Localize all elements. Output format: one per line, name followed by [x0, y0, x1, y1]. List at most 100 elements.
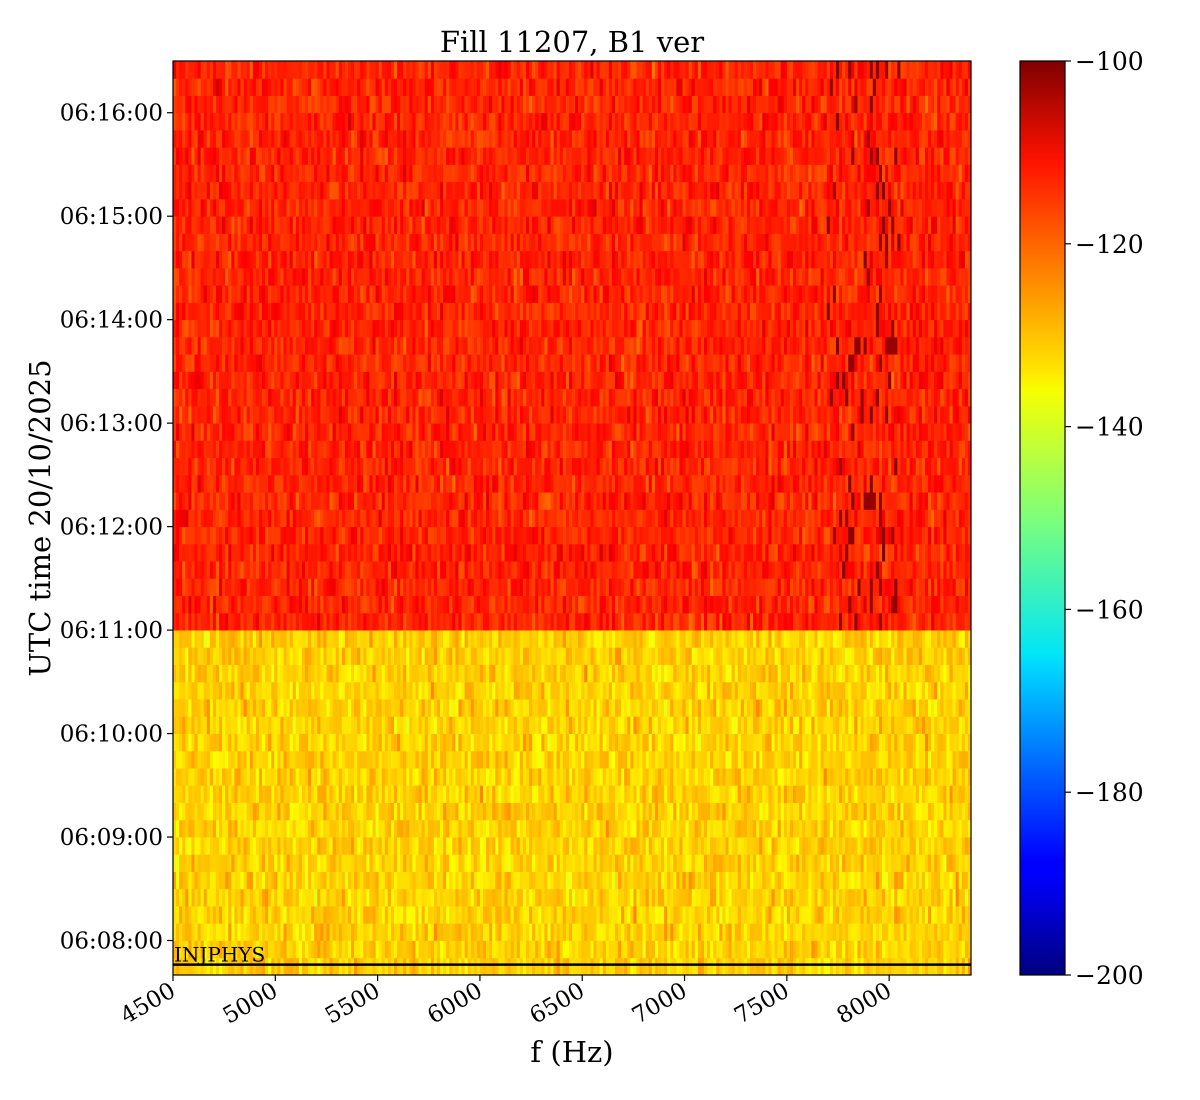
heatmap-cell [326, 733, 330, 752]
heatmap-cell [743, 819, 748, 838]
heatmap-cell [176, 630, 180, 648]
heatmap-cell [390, 906, 395, 924]
heatmap-cell [562, 768, 567, 786]
heatmap-cell [283, 750, 287, 769]
heatmap-cell [621, 716, 625, 734]
heatmap-cell [384, 819, 389, 838]
heatmap-cell [694, 871, 699, 890]
heatmap-cell [949, 871, 953, 890]
heatmap-cell [298, 647, 303, 665]
heatmap-cell [722, 664, 726, 683]
heatmap-cell [461, 940, 465, 959]
heatmap-cell [590, 699, 594, 717]
heatmap-cell [292, 871, 297, 890]
heatmap-cell [811, 871, 815, 890]
heatmap-cell [234, 630, 238, 648]
heatmap-cell [602, 768, 607, 786]
heatmap-cell [182, 819, 186, 838]
heatmap-cell [756, 837, 760, 855]
heatmap-cell [814, 785, 818, 803]
heatmap-cell [240, 630, 244, 648]
heatmap-cell [427, 647, 432, 665]
heatmap-cell [817, 854, 822, 872]
heatmap-cell [255, 768, 260, 786]
heatmap-cell [452, 716, 456, 734]
heatmap-cell [440, 837, 444, 855]
heatmap-cell [400, 923, 404, 941]
heatmap-cell [958, 957, 963, 975]
heatmap-cell [685, 785, 690, 803]
heatmap-cell [212, 923, 217, 941]
heatmap-cell [578, 681, 582, 700]
heatmap-cell [467, 940, 472, 959]
heatmap-cell [814, 681, 818, 700]
heatmap-cell [197, 837, 202, 855]
heatmap-cell [783, 888, 788, 907]
heatmap-cell [200, 888, 205, 907]
heatmap-cell [581, 681, 585, 700]
heatmap-cell [182, 630, 186, 648]
heatmap-cell [301, 871, 306, 890]
heatmap-cell [243, 630, 248, 648]
heatmap-cell [332, 837, 337, 855]
heatmap-cell [332, 923, 337, 941]
heatmap-cell [258, 819, 263, 838]
heatmap-cell [679, 854, 683, 872]
heatmap-cell [664, 785, 668, 803]
heatmap-cell [341, 750, 346, 769]
heatmap-cell [921, 750, 926, 769]
heatmap-cell [958, 716, 963, 734]
heatmap-cell [301, 699, 306, 717]
heatmap-cell [860, 888, 864, 907]
heatmap-cell [286, 785, 291, 803]
heatmap-cell [363, 802, 367, 821]
heatmap-cell [498, 871, 502, 890]
heatmap-cell [400, 837, 404, 855]
heatmap-cell [228, 699, 232, 717]
heatmap-cell [295, 716, 300, 734]
heatmap-cell [596, 681, 601, 700]
heatmap-cell [796, 906, 800, 924]
heatmap-cell [304, 854, 309, 872]
heatmap-cell [664, 871, 668, 890]
heatmap-cell [676, 837, 680, 855]
heatmap-cell [522, 923, 527, 941]
heatmap-cell [507, 681, 512, 700]
heatmap-cell [258, 923, 263, 941]
heatmap-cell [753, 802, 757, 821]
heatmap-cell [277, 681, 281, 700]
heatmap-cell [363, 888, 367, 907]
heatmap-cell [657, 957, 662, 975]
heatmap-cell [924, 819, 929, 838]
heatmap-cell [308, 819, 312, 838]
heatmap-cell [832, 750, 837, 769]
heatmap-cell [464, 699, 469, 717]
heatmap-cell [946, 819, 950, 838]
heatmap-cell [286, 906, 291, 924]
heatmap-cell [866, 733, 871, 752]
heatmap-cell [955, 819, 960, 838]
heatmap-cell [222, 681, 226, 700]
heatmap-cell [731, 819, 736, 838]
heatmap-cell [467, 716, 472, 734]
heatmap-cell [360, 716, 364, 734]
heatmap-cell [507, 785, 512, 803]
heatmap-cell [258, 854, 263, 872]
heatmap-cell [507, 664, 512, 683]
heatmap-cell [215, 647, 220, 665]
heatmap-cell [225, 716, 229, 734]
heatmap-cell [866, 681, 871, 700]
heatmap-cell [878, 664, 883, 683]
heatmap-cell [765, 647, 769, 665]
heatmap-cell [191, 940, 195, 959]
heatmap-cell [584, 681, 588, 700]
heatmap-cell [654, 837, 659, 855]
heatmap-cell [209, 699, 214, 717]
heatmap-cell [476, 681, 481, 700]
heatmap-cell [891, 647, 895, 665]
heatmap-cell [651, 681, 656, 700]
heatmap-cell [630, 647, 634, 665]
heatmap-cell [335, 699, 340, 717]
heatmap-cell [765, 923, 769, 941]
heatmap-cell [501, 871, 505, 890]
